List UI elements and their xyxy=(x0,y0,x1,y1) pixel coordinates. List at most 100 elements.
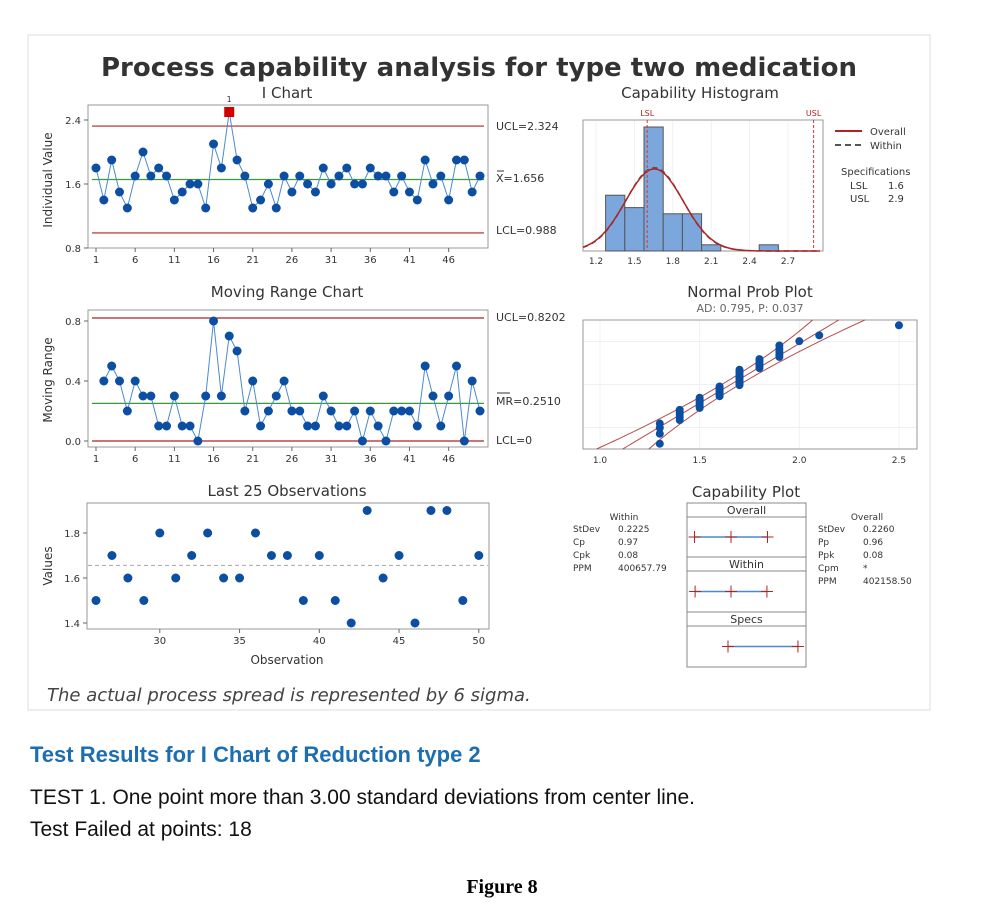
data-point xyxy=(436,421,446,431)
data-point xyxy=(381,436,391,446)
i-center-label: X=1.656 xyxy=(496,172,544,185)
data-point xyxy=(326,179,336,189)
data-point xyxy=(795,337,804,346)
legend-overall: Overall xyxy=(870,127,906,138)
y-tick-label: 1.6 xyxy=(65,180,81,191)
x-tick-label: 36 xyxy=(364,454,377,465)
histogram-bar xyxy=(643,126,664,252)
data-point xyxy=(655,429,664,438)
data-point xyxy=(755,355,764,364)
spec-usl-label: USL xyxy=(850,194,870,205)
x-tick-label: 1.8 xyxy=(666,257,681,267)
i-chart-ylabel: Individual Value xyxy=(41,132,55,227)
x-tick-label: 21 xyxy=(246,454,259,465)
x-tick-label: 31 xyxy=(325,454,338,465)
data-point xyxy=(381,171,391,181)
last25-ylabel: Values xyxy=(41,546,55,585)
within-stat-value: 400657.79 xyxy=(618,564,667,574)
within-stat-value: 0.2225 xyxy=(618,525,650,535)
data-point xyxy=(451,361,461,371)
data-point xyxy=(193,436,203,446)
data-point xyxy=(187,551,197,560)
data-point xyxy=(318,163,328,173)
test-results-heading: Test Results for I Chart of Reduction ty… xyxy=(30,742,481,767)
data-point xyxy=(362,506,372,515)
overall-stat-label: Ppk xyxy=(818,551,835,561)
data-point xyxy=(263,179,273,189)
y-tick-label: 0.8 xyxy=(65,244,81,255)
data-point xyxy=(201,203,211,213)
mr-chart-ylabel: Moving Range xyxy=(41,337,55,422)
data-point xyxy=(138,391,148,401)
data-point xyxy=(444,195,454,205)
data-point xyxy=(130,376,140,386)
x-tick-label: 35 xyxy=(233,636,246,647)
footnote: The actual process spread is represented… xyxy=(47,685,531,706)
out-of-control-point xyxy=(224,107,235,117)
data-point xyxy=(467,376,477,386)
x-tick-label: 41 xyxy=(403,255,416,266)
test-results-line2: Test Failed at points: 18 xyxy=(30,818,252,841)
data-point xyxy=(357,179,367,189)
data-point xyxy=(467,187,477,197)
data-point xyxy=(735,365,744,374)
data-point xyxy=(91,163,101,173)
within-stat-value: 0.97 xyxy=(618,538,638,548)
data-point xyxy=(397,406,407,416)
y-tick-label: 0.4 xyxy=(65,377,81,388)
legend-within: Within xyxy=(870,141,902,152)
data-point xyxy=(346,618,356,628)
data-point xyxy=(675,405,684,414)
data-point xyxy=(107,155,117,165)
x-tick-label: 26 xyxy=(286,255,299,266)
spec-lsl-value: 1.6 xyxy=(888,181,904,192)
mr-center-label: MR=0.2510 xyxy=(496,395,561,408)
x-tick-label: 50 xyxy=(472,636,485,647)
data-point xyxy=(185,421,195,431)
x-tick-label: 2.4 xyxy=(742,257,757,267)
data-point xyxy=(201,391,211,401)
x-tick-label: 31 xyxy=(325,255,338,266)
data-point xyxy=(373,421,383,431)
overall-stat-label: PPM xyxy=(818,577,837,587)
x-tick-label: 1.0 xyxy=(593,456,608,466)
within-stat-label: PPM xyxy=(573,564,592,574)
prob-plot-title: Normal Prob Plot xyxy=(687,283,813,301)
figure-caption: Figure 8 xyxy=(466,876,538,898)
histogram-bar xyxy=(662,213,683,252)
last25-chart: 1.4 1.6 1.8 30 35 40 45 50 xyxy=(64,502,490,647)
histogram-bar xyxy=(758,244,779,252)
within-header: Within xyxy=(729,558,764,571)
data-point xyxy=(342,421,352,431)
data-point xyxy=(115,187,125,197)
data-point xyxy=(115,376,125,386)
data-point xyxy=(177,421,187,431)
y-tick-label: 1.8 xyxy=(64,529,80,540)
data-point xyxy=(314,551,324,560)
data-point xyxy=(365,163,375,173)
data-point xyxy=(263,406,273,416)
capability-sixpack-figure: Process capability analysis for type two… xyxy=(27,34,931,711)
overall-stat-value: 0.96 xyxy=(863,538,883,548)
data-point xyxy=(279,376,289,386)
data-point xyxy=(303,421,313,431)
data-point xyxy=(410,618,420,628)
data-point xyxy=(310,421,320,431)
data-point xyxy=(232,155,242,165)
data-point xyxy=(209,316,219,326)
y-tick-label: 0.8 xyxy=(65,317,81,328)
data-point xyxy=(426,506,436,515)
data-point xyxy=(389,187,399,197)
mr-lcl-label: LCL=0 xyxy=(496,434,532,447)
data-point xyxy=(715,382,724,391)
data-point xyxy=(412,421,422,431)
overall-stat-value: * xyxy=(863,564,868,574)
x-tick-label: 2.5 xyxy=(892,456,906,466)
data-point xyxy=(475,171,485,181)
x-tick-label: 6 xyxy=(132,454,138,465)
overall-stat-label: Cpm xyxy=(818,564,839,574)
mr-chart-title: Moving Range Chart xyxy=(211,283,364,301)
data-point xyxy=(232,346,242,356)
data-point xyxy=(442,506,452,515)
x-tick-label: 1.2 xyxy=(589,257,603,267)
